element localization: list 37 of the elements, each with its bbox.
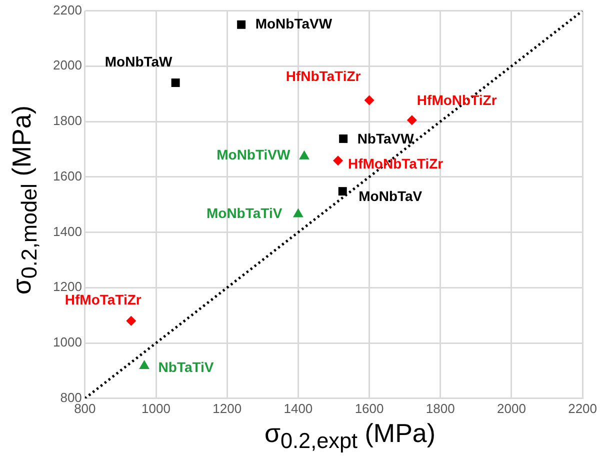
annotation: MoNbTiVW [216, 146, 292, 162]
point [338, 187, 347, 196]
point [364, 95, 374, 106]
annotation: HfMoNbTaTiZr [348, 155, 444, 172]
y-tick-label: 2000 [53, 58, 82, 73]
y-tick-label: 1800 [53, 113, 82, 128]
annotation: HfMoTaTiZr [64, 292, 142, 308]
point [171, 78, 180, 88]
y-tick-label: 1600 [53, 168, 82, 184]
point [332, 156, 343, 166]
point [126, 316, 136, 326]
annotation: MoNbTaV [358, 188, 423, 204]
y-tick-label: 1200 [53, 279, 82, 294]
annotation: MoNbTaVW [255, 16, 333, 32]
y-tick-label: 2200 [53, 2, 82, 18]
annotation: MoNbTaW [104, 54, 174, 70]
x-tick-label: 1400 [284, 400, 313, 416]
point [406, 115, 417, 126]
x-axis-title: σ$_{0.2,expt}$ (MPa) [263, 418, 437, 454]
x-tick-label: 1200 [212, 400, 242, 416]
annotation: NbTaVW [357, 130, 415, 147]
x-tick-label: 1600 [354, 400, 384, 416]
annotation: MoNbTaTiV [206, 205, 283, 222]
annotation: HfNbTaTiZr [286, 68, 362, 84]
point [237, 20, 246, 29]
x-tick-label: 1000 [142, 400, 170, 416]
x-tick-label: 1800 [426, 400, 455, 416]
point [299, 150, 310, 160]
annotation: NbTaTiV [158, 358, 214, 375]
x-tick-label: 2000 [496, 400, 526, 416]
y-tick-label: 1400 [53, 224, 82, 239]
point [292, 208, 304, 218]
annotation: HfMoNbTiZr [416, 92, 498, 108]
x-tick-label: 2200 [568, 400, 597, 416]
y-tick-label: 1000 [53, 334, 82, 350]
point [139, 360, 150, 370]
point [339, 134, 348, 143]
